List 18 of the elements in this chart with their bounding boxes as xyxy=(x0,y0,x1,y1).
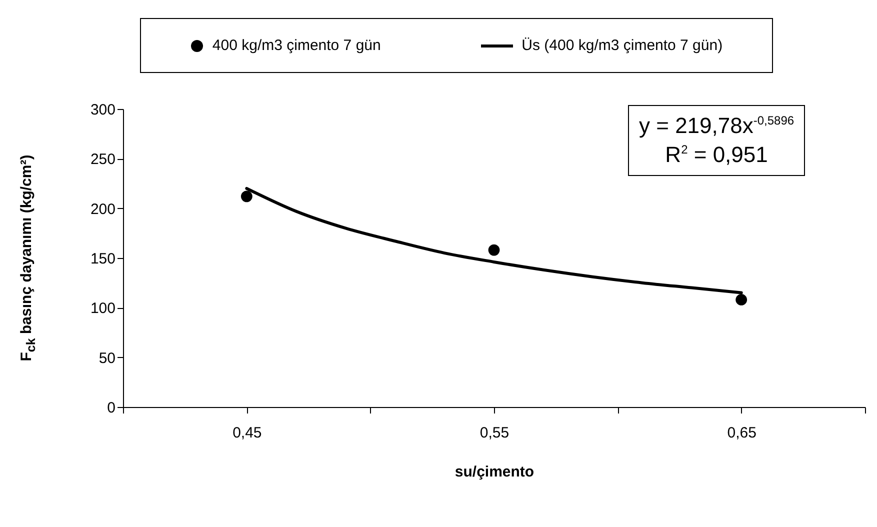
y-tick-label: 150 xyxy=(90,250,116,268)
y-tick-label: 50 xyxy=(98,350,116,367)
point xyxy=(488,244,500,256)
y-tick-label: 250 xyxy=(90,151,116,168)
point xyxy=(736,294,748,306)
y-tick-label: 200 xyxy=(90,200,116,218)
annotation: R$^{2}$ = 0,951 xyxy=(664,140,769,169)
legend-label: Üs (400 kg/m3 çimento 7 gün) xyxy=(522,37,723,54)
y-tick-label: 0 xyxy=(107,400,116,416)
x-tick-label: 0,45 xyxy=(232,424,262,442)
x-axis-title: su/çimento xyxy=(454,464,534,480)
legend-label: 400 kg/m3 çimento 7 gün xyxy=(212,37,381,54)
x-tick-label: 0,65 xyxy=(727,424,756,442)
y-tick-label: 100 xyxy=(90,300,116,318)
y-tick-label: 300 xyxy=(90,102,116,118)
x-tick-label: 0,55 xyxy=(480,424,510,442)
annotation: y = 219,78x$^{-0,5896}$ xyxy=(639,112,794,140)
point xyxy=(240,190,252,202)
